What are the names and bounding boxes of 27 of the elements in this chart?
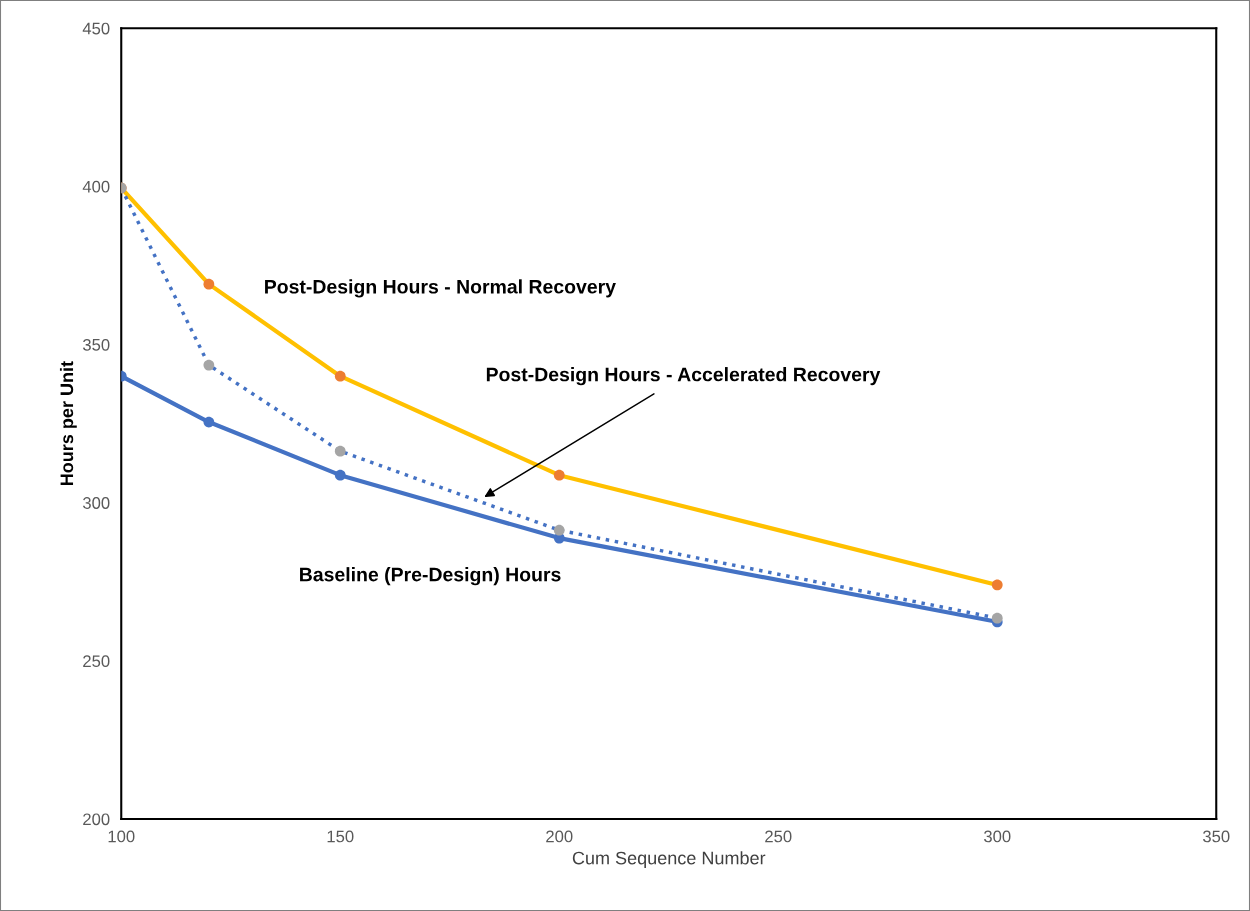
x-tick-label: 150 xyxy=(327,830,354,843)
x-tick-label: 100 xyxy=(108,830,135,843)
y-tick-label: 400 xyxy=(82,180,110,193)
y-tick-label: 250 xyxy=(83,655,110,668)
point xyxy=(203,416,215,428)
point xyxy=(334,445,346,457)
x-axis-title: Cum Sequence Number xyxy=(572,851,766,869)
y-tick-label: 200 xyxy=(83,813,110,826)
point xyxy=(553,524,565,536)
point xyxy=(991,579,1003,591)
x-tick-label: 300 xyxy=(983,830,1011,843)
y-axis-title: Hours per Unit xyxy=(59,361,77,486)
y-tick-label: 300 xyxy=(82,497,110,509)
annotation: Post-Design Hours - Accelerated Recovery xyxy=(486,367,881,386)
y-tick-label: 350 xyxy=(82,338,110,351)
point xyxy=(991,612,1003,624)
x-tick-label: 350 xyxy=(1202,830,1230,843)
x-tick-label: 250 xyxy=(765,830,792,843)
point xyxy=(334,469,346,481)
point xyxy=(553,469,565,481)
y-tick-label: 450 xyxy=(82,22,110,35)
point xyxy=(334,370,346,382)
point xyxy=(203,278,215,290)
point xyxy=(203,359,215,371)
annotation: Post-Design Hours - Normal Recovery xyxy=(265,279,616,298)
annotation: Baseline (Pre-Design) Hours xyxy=(300,567,561,586)
x-tick-label: 200 xyxy=(546,830,573,843)
